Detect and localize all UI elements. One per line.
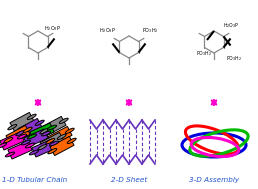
Polygon shape	[42, 116, 66, 136]
Ellipse shape	[47, 125, 57, 130]
Ellipse shape	[29, 150, 38, 155]
Ellipse shape	[35, 120, 44, 125]
Ellipse shape	[46, 139, 55, 144]
Ellipse shape	[23, 127, 32, 132]
Polygon shape	[6, 125, 30, 145]
Ellipse shape	[57, 134, 66, 139]
Polygon shape	[18, 119, 42, 138]
Ellipse shape	[21, 140, 30, 145]
Ellipse shape	[5, 152, 14, 157]
Ellipse shape	[50, 141, 59, 146]
Ellipse shape	[67, 138, 76, 143]
Ellipse shape	[27, 114, 36, 119]
Ellipse shape	[27, 134, 37, 139]
Ellipse shape	[0, 143, 6, 148]
Text: PO$_3$H$_2$: PO$_3$H$_2$	[225, 54, 241, 63]
Polygon shape	[10, 112, 34, 132]
Text: H$_2$O$_3$P: H$_2$O$_3$P	[99, 27, 116, 36]
Ellipse shape	[40, 129, 49, 134]
Ellipse shape	[18, 134, 27, 139]
Ellipse shape	[65, 128, 74, 133]
Ellipse shape	[42, 131, 51, 136]
Polygon shape	[32, 139, 56, 157]
Ellipse shape	[26, 143, 35, 148]
Ellipse shape	[8, 125, 17, 130]
Text: PO$_3$H$_2$: PO$_3$H$_2$	[196, 49, 212, 58]
Text: H$_2$O$_3$P: H$_2$O$_3$P	[44, 25, 61, 33]
Text: 2-D Sheet: 2-D Sheet	[111, 177, 147, 183]
Text: H$_2$O$_3$P: H$_2$O$_3$P	[223, 22, 240, 30]
Polygon shape	[48, 126, 72, 146]
Polygon shape	[30, 123, 54, 141]
Ellipse shape	[59, 118, 68, 123]
Polygon shape	[50, 136, 74, 156]
Text: 3-D Assembly: 3-D Assembly	[189, 177, 239, 183]
Text: 1-D Tubular Chain: 1-D Tubular Chain	[2, 177, 68, 183]
Ellipse shape	[4, 138, 13, 143]
Ellipse shape	[38, 145, 47, 150]
Polygon shape	[24, 129, 48, 147]
Polygon shape	[8, 141, 32, 159]
Polygon shape	[40, 132, 64, 152]
Ellipse shape	[16, 131, 25, 136]
Ellipse shape	[48, 149, 57, 154]
Polygon shape	[0, 132, 24, 150]
Text: PO$_3$H$_2$: PO$_3$H$_2$	[142, 27, 159, 36]
